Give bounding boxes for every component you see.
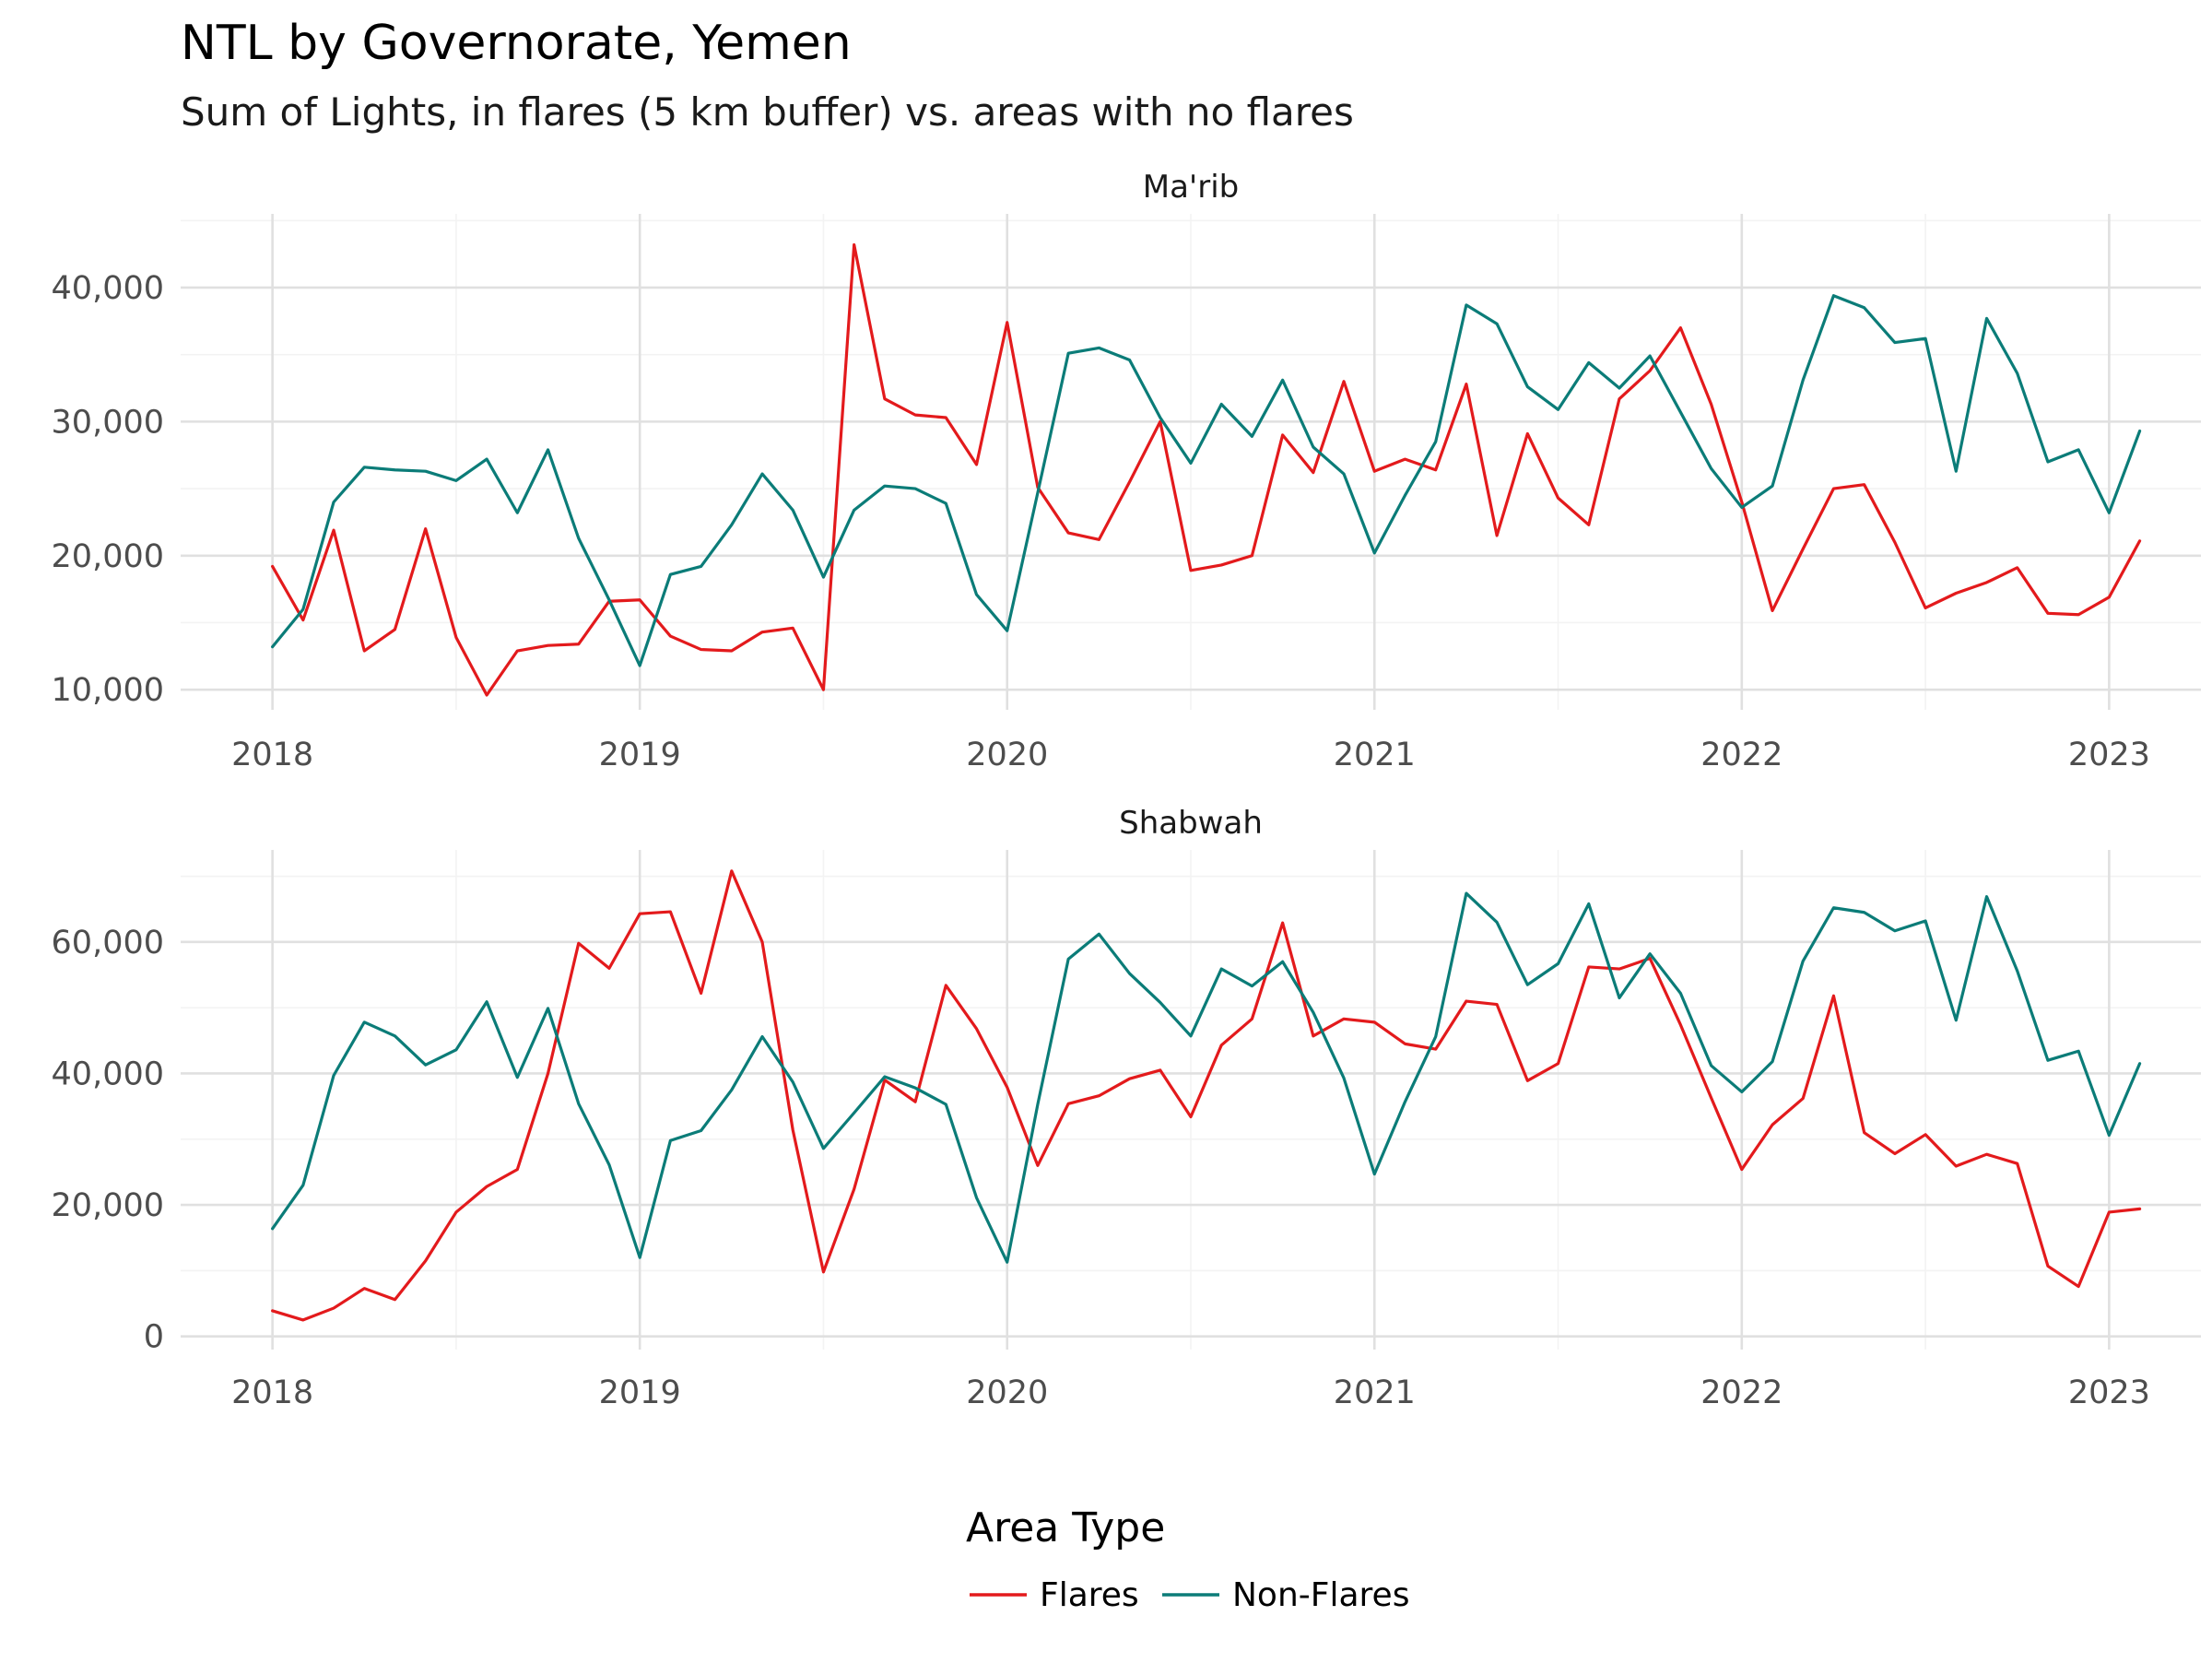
x-tick-label: 2020 [966, 737, 1048, 773]
chart-subtitle: Sum of Lights, in flares (5 km buffer) v… [181, 89, 1354, 135]
y-tick-label: 20,000 [52, 1187, 164, 1224]
x-tick-label: 2022 [1700, 737, 1783, 773]
series-line-flares [273, 871, 2140, 1320]
series-line-non-flares [273, 296, 2140, 666]
panel-strip-label: Ma'rib [1143, 169, 1240, 206]
legend-label-non-flares: Non-Flares [1232, 1576, 1409, 1614]
y-tick-label: 40,000 [52, 1056, 164, 1092]
x-tick-label: 2021 [1334, 1374, 1416, 1411]
x-tick-label: 2018 [231, 737, 313, 773]
y-tick-label: 40,000 [52, 270, 164, 307]
chart-title: NTL by Governorate, Yemen [181, 16, 852, 71]
panel-shabwah: Shabwah 0 20,000 40,000 60,000 2018 2019 2020 20… [52, 805, 2201, 1411]
panel-marib: Ma'rib 10,000 20,000 30,000 40,000 2018 2019 20… [52, 169, 2201, 773]
x-tick-label: 2021 [1334, 737, 1416, 773]
x-tick-label: 2022 [1700, 1374, 1783, 1411]
y-tick-label: 60,000 [52, 925, 164, 961]
x-tick-label: 2019 [599, 1374, 681, 1411]
x-tick-label: 2018 [231, 1374, 313, 1411]
series-line-flares [273, 244, 2140, 695]
legend: Area Type Flares Non-Flares [966, 1504, 1409, 1614]
panel-strip-label: Shabwah [1119, 805, 1263, 842]
y-tick-label: 0 [144, 1319, 164, 1356]
legend-title: Area Type [966, 1504, 1165, 1551]
y-tick-label: 20,000 [52, 538, 164, 575]
x-tick-label: 2023 [2068, 737, 2150, 773]
y-tick-label: 10,000 [52, 672, 164, 709]
legend-label-flares: Flares [1040, 1576, 1139, 1614]
y-tick-label: 30,000 [52, 404, 164, 441]
x-tick-label: 2023 [2068, 1374, 2150, 1411]
x-tick-label: 2020 [966, 1374, 1048, 1411]
x-tick-label: 2019 [599, 737, 681, 773]
